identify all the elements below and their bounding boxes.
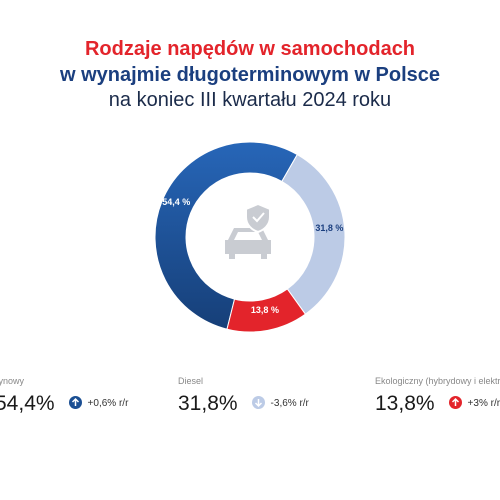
legend-label: Benzynowy	[0, 376, 25, 386]
legend-change: -3,6% r/r	[251, 396, 309, 409]
legend-item: Diesel 31,8% -3,6% r/r	[178, 376, 309, 416]
change-text: -3,6% r/r	[270, 398, 309, 409]
legend-item: Ekologiczny (hybrydowy i elektryczny)13,…	[375, 376, 500, 416]
donut-segment	[281, 153, 346, 315]
legend-label: Diesel	[178, 376, 204, 386]
legend-item: Benzynowy 54,4% +0,6% r/r	[0, 376, 128, 416]
legend-row: 31,8% -3,6% r/r	[178, 386, 309, 416]
legend-label: Ekologiczny (hybrydowy i elektryczny)	[375, 376, 500, 386]
legend-row: 54,4% +0,6% r/r	[0, 386, 128, 416]
legend-value: 13,8%	[375, 392, 435, 415]
legend-value: 54,4%	[0, 392, 55, 415]
legend-row: 13,8% +3% r/r	[375, 386, 500, 416]
title: Rodzaje napędów w samochodach	[84, 38, 416, 60]
change-icon	[448, 396, 462, 409]
change-icon	[68, 396, 82, 409]
segment-label: 54,4 %	[162, 197, 191, 208]
legend-change: +0,6% r/r	[68, 396, 129, 409]
legend-change: +3% r/r	[448, 396, 500, 409]
segment-label: 31,8 %	[315, 222, 344, 233]
segment-label: 13,8 %	[250, 305, 279, 316]
change-icon	[251, 396, 265, 409]
legend-value: 31,8%	[178, 392, 238, 415]
change-text: +0,6% r/r	[87, 398, 129, 409]
donut-segment	[154, 141, 298, 330]
change-text: +3% r/r	[467, 398, 500, 409]
subtitle: w wynajmie długoterminowym w Polsce	[59, 64, 441, 86]
center-icon	[225, 202, 271, 259]
donut-segment	[226, 288, 307, 333]
subtitle2: na koniec III kwartału 2024 roku	[108, 89, 392, 111]
